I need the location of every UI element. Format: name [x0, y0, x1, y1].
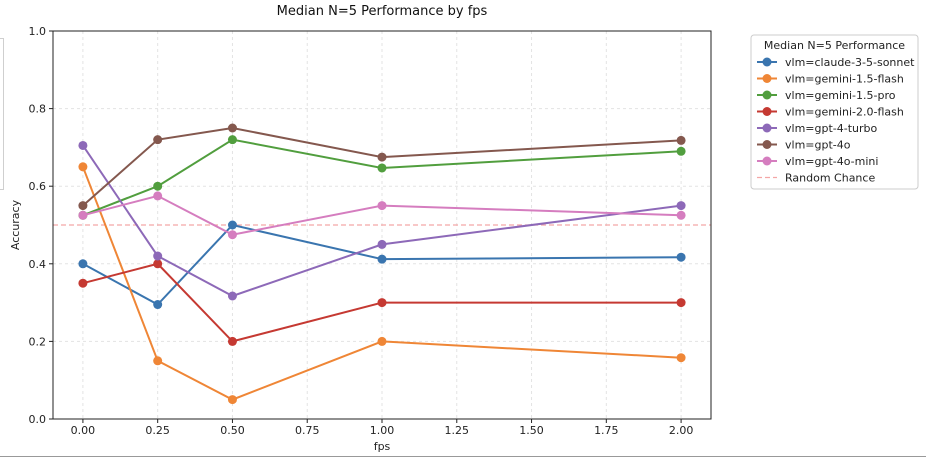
legend-item: vlm=gpt-4o-mini — [757, 155, 878, 168]
legend-item: vlm=gpt-4o — [757, 139, 851, 152]
data-point — [676, 135, 686, 145]
data-point — [153, 181, 163, 191]
legend-items: vlm=claude-3-5-sonnet vlm=gemini-1.5-flas… — [757, 56, 915, 185]
data-point — [377, 152, 387, 162]
legend-label: vlm=gemini-2.0-flash — [785, 106, 904, 119]
y-tick-label: 0.2 — [29, 335, 47, 348]
y-tick-label: 1.0 — [29, 25, 47, 38]
data-point — [676, 210, 686, 220]
series-vlm-gemini-2-0-flash — [78, 259, 686, 346]
data-point — [78, 140, 88, 150]
data-point — [676, 298, 686, 308]
legend-marker — [762, 90, 772, 100]
legend-marker — [762, 74, 772, 83]
legend-item: vlm=gemini-1.5-flash — [757, 73, 904, 86]
data-point — [78, 278, 88, 288]
chart-title: Median N=5 Performance by fps — [277, 4, 488, 19]
legend-marker — [762, 107, 772, 116]
data-point — [676, 201, 686, 211]
y-tick-label: 0.8 — [29, 103, 47, 116]
x-tick-label: 0.00 — [71, 424, 96, 437]
legend-fragment-left — [0, 38, 4, 190]
y-axis: 0.0 0.2 0.4 0.6 0.8 1.0 — [29, 25, 53, 426]
legend-item: vlm=claude-3-5-sonnet — [757, 56, 915, 69]
data-point — [227, 395, 237, 405]
legend-label: vlm=gpt-4o-mini — [785, 155, 878, 168]
data-point — [153, 191, 163, 201]
legend: Median N=5 Performance vlm=claude-3-5-so… — [750, 34, 919, 190]
data-point — [227, 336, 237, 346]
data-point — [78, 162, 88, 172]
data-point — [377, 239, 387, 249]
x-tick-label: 1.50 — [519, 424, 544, 437]
x-tick-label: 1.75 — [594, 424, 619, 437]
data-point — [153, 251, 163, 261]
legend-marker — [762, 156, 772, 166]
data-point — [676, 146, 686, 156]
x-tick-label: 0.50 — [220, 424, 245, 437]
series-vlm-gemini-1-5-flash — [78, 162, 686, 405]
x-tick-label: 1.00 — [370, 424, 395, 437]
legend-label: vlm=gpt-4o — [785, 139, 851, 152]
legend-item: vlm=gemini-1.5-pro — [757, 89, 896, 102]
data-point — [227, 220, 237, 230]
series-vlm-claude-3-5-sonnet — [78, 220, 686, 310]
data-point — [377, 298, 387, 308]
data-point — [153, 300, 163, 310]
legend-marker — [762, 57, 772, 67]
legend-label: vlm=gemini-1.5-flash — [785, 73, 904, 86]
legend-item: Random Chance — [757, 172, 875, 185]
legend-title: Median N=5 Performance — [764, 39, 905, 52]
legend-label: vlm=gpt-4-turbo — [785, 122, 878, 135]
legend-label: vlm=claude-3-5-sonnet — [785, 56, 915, 69]
data-point — [676, 353, 686, 363]
y-tick-label: 0.4 — [29, 258, 47, 271]
legend-marker — [762, 123, 772, 133]
data-point — [676, 252, 686, 262]
legend-item: vlm=gpt-4-turbo — [757, 122, 878, 135]
y-axis-label: Accuracy — [9, 199, 22, 250]
legend-marker — [762, 140, 772, 149]
series-vlm-gpt-4-turbo — [78, 140, 686, 301]
x-axis: 0.00 0.25 0.50 0.75 1.00 1.25 1.50 1.75 2.00 — [71, 419, 694, 437]
data-point — [153, 356, 163, 366]
bottom-divider — [0, 456, 926, 457]
data-point — [78, 210, 88, 220]
data-point — [78, 259, 88, 269]
data-point — [227, 291, 237, 301]
data-point — [377, 336, 387, 346]
data-point — [227, 230, 237, 240]
data-point — [227, 135, 237, 145]
legend-label: vlm=gemini-1.5-pro — [785, 89, 896, 102]
legend-label: Random Chance — [785, 172, 875, 185]
data-point — [153, 259, 163, 269]
data-point — [377, 254, 387, 264]
x-tick-label: 0.25 — [145, 424, 170, 437]
legend-box — [750, 34, 919, 190]
x-tick-label: 2.00 — [669, 424, 694, 437]
legend-item: vlm=gemini-2.0-flash — [757, 106, 904, 119]
data-point — [78, 201, 88, 211]
series-vlm-gpt-4o-mini — [78, 191, 686, 240]
x-axis-label: fps — [374, 440, 391, 453]
data-point — [377, 163, 387, 173]
series-vlm-gpt-4o — [78, 123, 686, 211]
y-tick-label: 0.6 — [29, 180, 47, 193]
data-point — [377, 201, 387, 211]
x-tick-label: 0.75 — [295, 424, 320, 437]
series-group — [78, 123, 686, 405]
x-tick-label: 1.25 — [445, 424, 470, 437]
data-point — [153, 135, 163, 145]
data-point — [227, 123, 237, 133]
y-tick-label: 0.0 — [29, 413, 47, 426]
